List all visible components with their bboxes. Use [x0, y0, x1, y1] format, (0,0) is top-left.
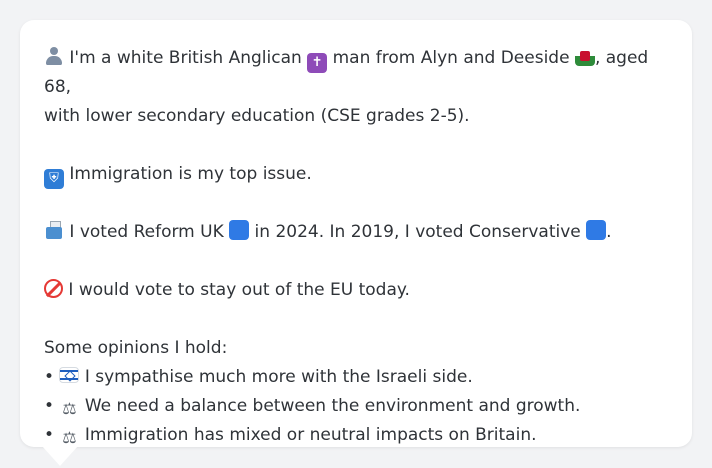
- opinion-text: I sympathise much more with the Israeli …: [79, 367, 473, 387]
- eu-stance-line: I would vote to stay out of the EU today…: [44, 276, 668, 305]
- ballot-box-icon: [44, 220, 64, 240]
- vote-text-part3: .: [606, 222, 612, 242]
- wales-flag-icon: [574, 46, 595, 66]
- passport-control-icon: ⛨: [44, 169, 64, 189]
- opinions-heading: Some opinions I hold:: [44, 338, 228, 358]
- identity-line: I'm a white British Anglican ✝ man from …: [44, 44, 668, 131]
- bullet-marker: •: [44, 367, 55, 387]
- identity-text-part1: I'm a white British Anglican: [64, 48, 308, 68]
- cross-icon: ✝: [307, 53, 328, 73]
- prohibited-icon: [44, 279, 63, 298]
- balance-scale-icon: ⚖: [62, 399, 77, 418]
- vote-history-line: I voted Reform UK in 2024. In 2019, I vo…: [44, 218, 668, 247]
- top-issue-text: Immigration is my top issue.: [64, 164, 312, 184]
- israel-flag-icon: [59, 367, 80, 383]
- opinion-item: • ⚖ Immigration has mixed or neutral imp…: [44, 421, 668, 450]
- balance-scale-icon: ⚖: [62, 428, 77, 447]
- bullet-marker: •: [44, 396, 55, 416]
- vote-text-part1: I voted Reform UK: [64, 222, 230, 242]
- top-issue-line: ⛨ Immigration is my top issue.: [44, 160, 668, 189]
- opinion-text: We need a balance between the environmen…: [79, 396, 581, 416]
- blue-square-icon: [586, 220, 607, 240]
- bullet-marker: •: [44, 425, 55, 445]
- persona-message-bubble: I'm a white British Anglican ✝ man from …: [20, 20, 692, 447]
- identity-text-part2: man from Alyn and Deeside: [327, 48, 575, 68]
- person-icon: [44, 46, 64, 66]
- blue-square-icon: [229, 220, 250, 240]
- vote-text-part2: in 2024. In 2019, I voted Conservative: [249, 222, 587, 242]
- opinion-item: • ⚖ We need a balance between the enviro…: [44, 392, 668, 421]
- identity-text-part3: , aged 68,: [44, 48, 649, 97]
- eu-stance-text: I would vote to stay out of the EU today…: [63, 280, 410, 300]
- bubble-tail: [42, 446, 78, 466]
- education-text: with lower secondary education (CSE grad…: [44, 106, 470, 126]
- opinion-item: • I sympathise much more with the Israel…: [44, 363, 668, 392]
- opinion-text: Immigration has mixed or neutral impacts…: [79, 425, 537, 445]
